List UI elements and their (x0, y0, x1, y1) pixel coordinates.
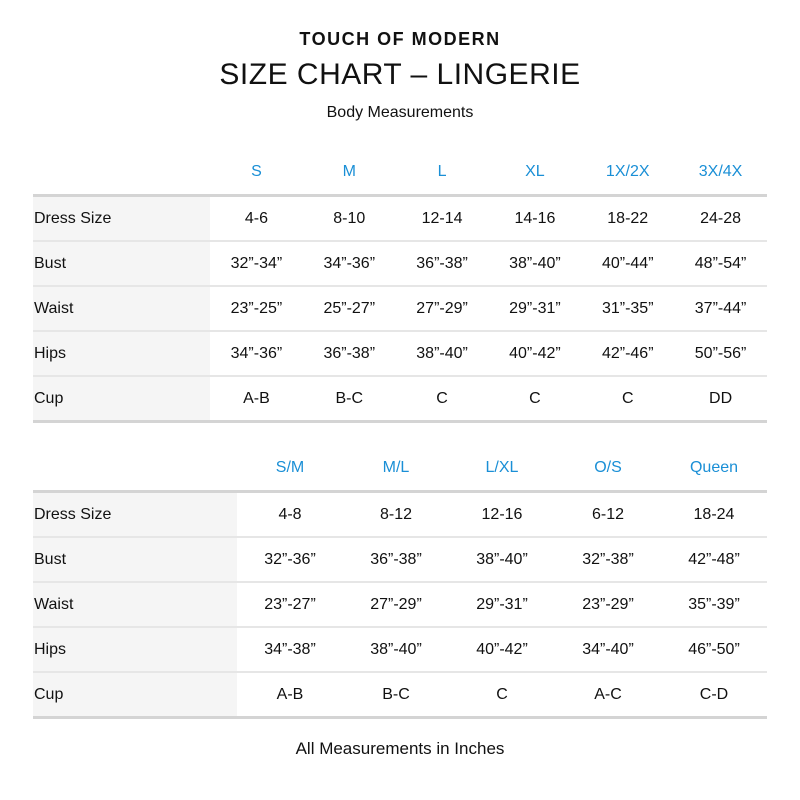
table-cell: 42”-48” (661, 537, 767, 583)
footer-note: All Measurements in Inches (295, 739, 505, 758)
table-cell: 34”-38” (237, 627, 343, 673)
empty-header (33, 446, 237, 493)
header-row: S/M M/L L/XL O/S Queen (33, 446, 767, 493)
column-header: 3X/4X (674, 150, 767, 197)
table-cell: C (581, 376, 675, 423)
table-cell: A-C (555, 672, 661, 719)
row-label: Cup (33, 672, 237, 719)
table-cell: 23”-25” (210, 286, 303, 332)
table-cell: 12-14 (395, 195, 489, 242)
table-cell: B-C (302, 376, 396, 423)
table-cell: 34”-36” (210, 331, 303, 377)
table-cell: C (488, 376, 582, 423)
table-cell: B-C (343, 672, 449, 719)
header-row: S M L XL 1X/2X 3X/4X (33, 150, 767, 197)
table-cell: 18-22 (581, 195, 675, 242)
table-cell: 46”-50” (661, 627, 767, 673)
table-cell: 29”-31” (449, 582, 555, 628)
table-cell: 23”-27” (237, 582, 343, 628)
row-label: Waist (33, 582, 237, 628)
table-cell: 38”-40” (488, 241, 582, 287)
row-label: Dress Size (33, 491, 237, 538)
table-cell: 18-24 (661, 491, 767, 538)
column-header: Queen (661, 446, 767, 493)
table-cell: 40”-42” (449, 627, 555, 673)
table-row: Waist 23”-27” 27”-29” 29”-31” 23”-29” 35”-39” (33, 582, 767, 628)
table-cell: 23”-29” (555, 582, 661, 628)
table-cell: DD (674, 376, 767, 423)
row-label: Hips (33, 331, 210, 377)
table-cell: 40”-44” (581, 241, 675, 287)
table-cell: 38”-40” (449, 537, 555, 583)
column-header: L/XL (449, 446, 555, 493)
column-header: M/L (343, 446, 449, 493)
page-subtitle: Body Measurements (326, 104, 474, 121)
row-label: Bust (33, 241, 210, 287)
table-cell: 27”-29” (343, 582, 449, 628)
table-cell: A-B (237, 672, 343, 719)
table-cell: 27”-29” (395, 286, 489, 332)
table-row: Dress Size 4-8 8-12 12-16 6-12 18-24 (33, 491, 767, 538)
table-cell: 37”-44” (674, 286, 767, 332)
table-row: Bust 32”-34” 34”-36” 36”-38” 38”-40” 40”-44” 4… (33, 241, 767, 287)
table-cell: 8-10 (302, 195, 396, 242)
table-cell: 14-16 (488, 195, 582, 242)
table-row: Cup A-B B-C C A-C C-D (33, 672, 767, 719)
table-cell: 38”-40” (343, 627, 449, 673)
brand-logo: TOUCH OF MODERN (299, 29, 501, 49)
table-cell: 38”-40” (395, 331, 489, 377)
column-header: 1X/2X (581, 150, 675, 197)
table-row: Cup A-B B-C C C C DD (33, 376, 767, 423)
table-cell: 36”-38” (343, 537, 449, 583)
column-header: XL (488, 150, 582, 197)
table-cell: 24-28 (674, 195, 767, 242)
table-row: Waist 23”-25” 25”-27” 27”-29” 29”-31” 31”-35”… (33, 286, 767, 332)
table-cell: 12-16 (449, 491, 555, 538)
table-cell: 31”-35” (581, 286, 675, 332)
table-cell: 32”-34” (210, 241, 303, 287)
table-row: Bust 32”-36” 36”-38” 38”-40” 32”-38” 42”-48” (33, 537, 767, 583)
table-cell: 4-8 (237, 491, 343, 538)
table-cell: 36”-38” (395, 241, 489, 287)
table-cell: 34”-40” (555, 627, 661, 673)
table-row: Dress Size 4-6 8-10 12-14 14-16 18-22 24-28 (33, 195, 767, 242)
table-cell: A-B (210, 376, 303, 423)
row-label: Cup (33, 376, 210, 423)
row-label: Dress Size (33, 195, 210, 242)
row-label: Bust (33, 537, 237, 583)
empty-header (33, 150, 210, 197)
size-table-combined: S/M M/L L/XL O/S Queen Dress Size 4-8 8-12 12-16… (33, 446, 767, 719)
table-cell: 42”-46” (581, 331, 675, 377)
table-row: Hips 34”-38” 38”-40” 40”-42” 34”-40” 46”-50” (33, 627, 767, 673)
column-header: O/S (555, 446, 661, 493)
table-cell: 36”-38” (302, 331, 396, 377)
table-cell: C (449, 672, 555, 719)
page-title: SIZE CHART – LINGERIE (219, 58, 581, 91)
row-label: Hips (33, 627, 237, 673)
table-cell: 4-6 (210, 195, 303, 242)
table-cell: C (395, 376, 489, 423)
size-table-standard: S M L XL 1X/2X 3X/4X Dress Size 4-6 8-10 12-14 14-… (33, 150, 767, 423)
table-cell: 6-12 (555, 491, 661, 538)
column-header: S/M (237, 446, 343, 493)
table-cell: 29”-31” (488, 286, 582, 332)
table-cell: 25”-27” (302, 286, 396, 332)
column-header: L (395, 150, 489, 197)
table-cell: C-D (661, 672, 767, 719)
table-cell: 50”-56” (674, 331, 767, 377)
row-label: Waist (33, 286, 210, 332)
table-cell: 34”-36” (302, 241, 396, 287)
table-cell: 32”-36” (237, 537, 343, 583)
table-cell: 40”-42” (488, 331, 582, 377)
table-row: Hips 34”-36” 36”-38” 38”-40” 40”-42” 42”-46” 5… (33, 331, 767, 377)
table-cell: 48”-54” (674, 241, 767, 287)
column-header: S (210, 150, 303, 197)
table-cell: 8-12 (343, 491, 449, 538)
table-cell: 35”-39” (661, 582, 767, 628)
column-header: M (302, 150, 396, 197)
table-cell: 32”-38” (555, 537, 661, 583)
